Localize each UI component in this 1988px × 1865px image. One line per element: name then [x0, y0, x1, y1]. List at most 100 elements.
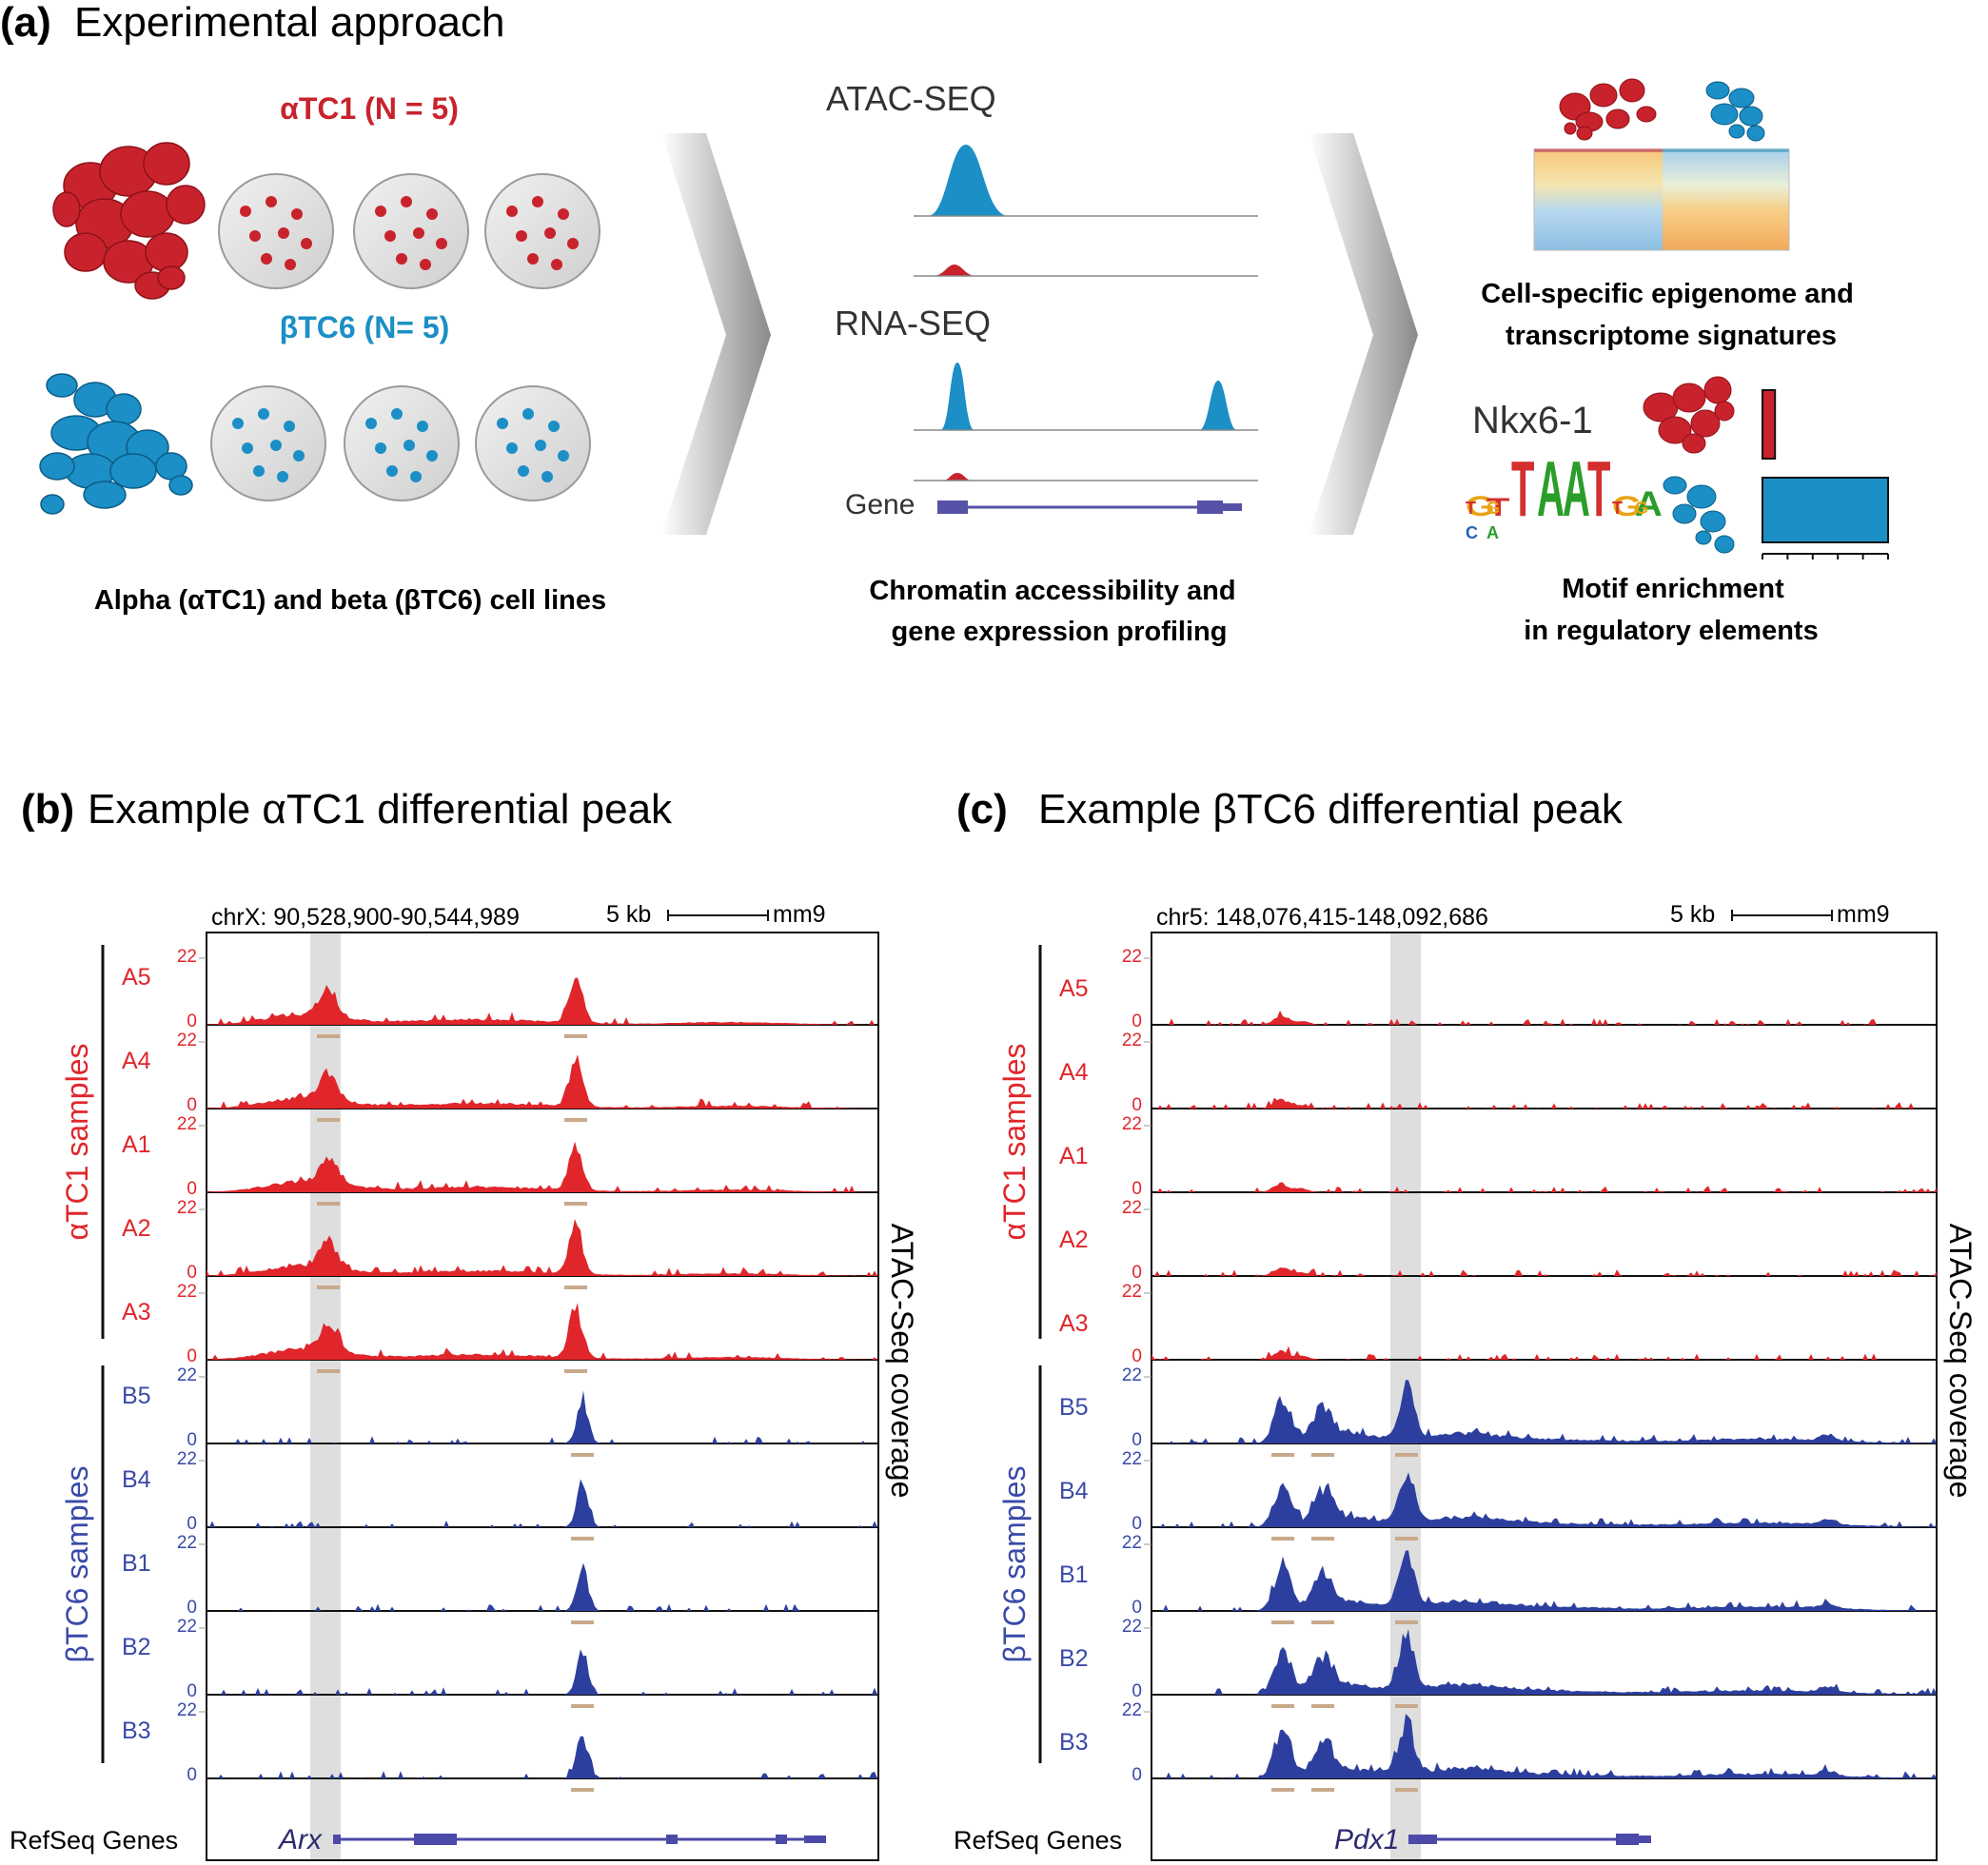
- cell-lines-caption: Alpha (αTC1) and beta (βTC6) cell lines: [94, 585, 606, 616]
- track-label: A1: [122, 1131, 151, 1158]
- rna-beta-peak-1: [940, 363, 974, 430]
- panel-title: Example βTC6 differential peak: [1038, 786, 1624, 833]
- beta-cell-cluster-icon: [39, 373, 193, 515]
- track-tick-bottom: 0: [1132, 1263, 1142, 1283]
- beta-dish-icon: [475, 385, 591, 501]
- logo-letter: T: [1587, 444, 1610, 533]
- genome-label: mm9: [1837, 901, 1890, 928]
- motif-enrichment-bars: [1762, 389, 1889, 560]
- motif-caption-1: Motif enrichment: [1562, 574, 1784, 604]
- panel-label: (c): [956, 786, 1008, 833]
- track-tick-top: 22: [1122, 1617, 1142, 1637]
- alpha-samples-label: αTC1 samples: [60, 1044, 94, 1241]
- panel-a: (a) Experimental approach αTC1 (N = 5) β…: [0, 0, 1889, 647]
- coverage-track: [207, 1390, 878, 1443]
- track-tick-top: 22: [1122, 947, 1142, 967]
- track-tick-top: 22: [177, 1365, 197, 1385]
- track-tick-bottom: 0: [1132, 1179, 1142, 1199]
- coverage-track: [207, 1141, 878, 1192]
- alpha-dish-icon: [218, 173, 334, 289]
- sequence-logo: GT T AAT GAT GC AT G: [1466, 444, 1663, 542]
- coverage-track: [207, 1303, 878, 1360]
- logo-letter-minor: C: [1466, 523, 1478, 542]
- track-tick-bottom: 0: [187, 1514, 197, 1534]
- logo-letter: T: [1511, 444, 1534, 533]
- panel-a-title: Experimental approach: [74, 0, 504, 46]
- scale-label: 5 kb: [1670, 901, 1715, 928]
- coverage-track: [207, 1479, 878, 1527]
- yaxis-label: ATAC-Seq coverage: [885, 1224, 919, 1499]
- track-tick-bottom: 0: [1132, 1346, 1142, 1366]
- gene-exon: [804, 1836, 826, 1843]
- track-tick-top: 22: [177, 1700, 197, 1720]
- gene-name: Arx: [277, 1824, 323, 1855]
- track-tick-bottom: 0: [187, 1011, 197, 1031]
- track-tick-top: 22: [1122, 1533, 1142, 1553]
- coverage-track: [1151, 1182, 1937, 1192]
- track-label: B2: [1059, 1645, 1089, 1672]
- motif-name: Nkx6-1: [1472, 400, 1593, 442]
- beta-dish-icon: [210, 385, 326, 501]
- browser-frame: [1151, 932, 1938, 1861]
- track-tick-bottom: 0: [187, 1346, 197, 1366]
- track-tick-bottom: 0: [1132, 1598, 1142, 1618]
- track-tick-top: 22: [177, 947, 197, 967]
- track-tick-top: 22: [1122, 1700, 1142, 1720]
- alpha-dish-icon: [484, 173, 600, 289]
- beta-dish-icon: [344, 385, 460, 501]
- track-tick-top: 22: [1122, 1198, 1142, 1218]
- motif-caption-2: in regulatory elements: [1524, 616, 1818, 646]
- atac-alpha-peak: [933, 265, 976, 276]
- track-tick-top: 22: [1122, 1365, 1142, 1385]
- logo-letter: G: [1466, 491, 1495, 522]
- expression-heatmap: [1533, 148, 1790, 251]
- gene-model-icon: [937, 501, 1242, 514]
- coverage-track: [1151, 1714, 1937, 1778]
- track-tick-bottom: 0: [1132, 1095, 1142, 1115]
- coverage-track: [207, 1054, 878, 1109]
- coverage-track: [1151, 1345, 1937, 1360]
- locus-label: chr5: 148,076,415-148,092,686: [1156, 904, 1488, 931]
- genome-label: mm9: [773, 901, 826, 928]
- arrow-chevron-icon: [1309, 133, 1418, 535]
- arrow-chevron-icon: [661, 133, 771, 535]
- logo-letter-minor: G: [1486, 499, 1500, 518]
- panel-c: (c) Example βTC6 differential peak chr5: 1…: [954, 786, 1978, 1861]
- rna-seq-label: RNA-SEQ: [835, 304, 991, 343]
- coverage-track: [207, 1736, 878, 1778]
- locus-label: chrX: 90,528,900-90,544,989: [211, 904, 520, 931]
- coverage-track: [207, 1562, 878, 1611]
- refseq-label: RefSeq Genes: [954, 1826, 1122, 1855]
- alpha-dish-icon: [353, 173, 469, 289]
- alpha-enrichment-bar: [1762, 389, 1777, 460]
- track-label: A4: [1059, 1059, 1089, 1086]
- panel-a-label: (a): [0, 0, 51, 46]
- medium-alpha-cluster-icon: [1643, 376, 1735, 454]
- beta-enrichment-bar: [1762, 477, 1889, 543]
- track-label: A1: [1059, 1143, 1089, 1169]
- track-label: A2: [1059, 1227, 1089, 1253]
- track-tick-top: 22: [1122, 1449, 1142, 1469]
- logo-letter-minor: G: [1635, 499, 1648, 518]
- alpha-samples-label: αTC1 samples: [997, 1044, 1032, 1241]
- browser-frame: [206, 932, 879, 1861]
- track-tick-top: 22: [1122, 1031, 1142, 1050]
- track-tick-bottom: 0: [187, 1598, 197, 1618]
- track-tick-bottom: 0: [187, 1430, 197, 1450]
- track-label: B3: [1059, 1729, 1089, 1756]
- signature-caption-2: transcriptome signatures: [1506, 321, 1837, 351]
- atac-beta-peak: [928, 145, 1009, 216]
- coverage-track: [207, 977, 878, 1025]
- track-tick-top: 22: [177, 1533, 197, 1553]
- profiling-caption-1: Chromatin accessibility and: [869, 576, 1235, 606]
- beta-group-title: βTC6 (N= 5): [280, 310, 450, 344]
- track-tick-bottom: 0: [187, 1263, 197, 1283]
- coverage-track: [207, 1649, 878, 1695]
- track-label: B5: [1059, 1394, 1089, 1421]
- gene-exon: [666, 1835, 678, 1844]
- coverage-track: [1151, 1267, 1937, 1276]
- track-tick-bottom: 0: [1132, 1430, 1142, 1450]
- track-tick-bottom: 0: [1132, 1514, 1142, 1534]
- track-tick-top: 22: [1122, 1282, 1142, 1302]
